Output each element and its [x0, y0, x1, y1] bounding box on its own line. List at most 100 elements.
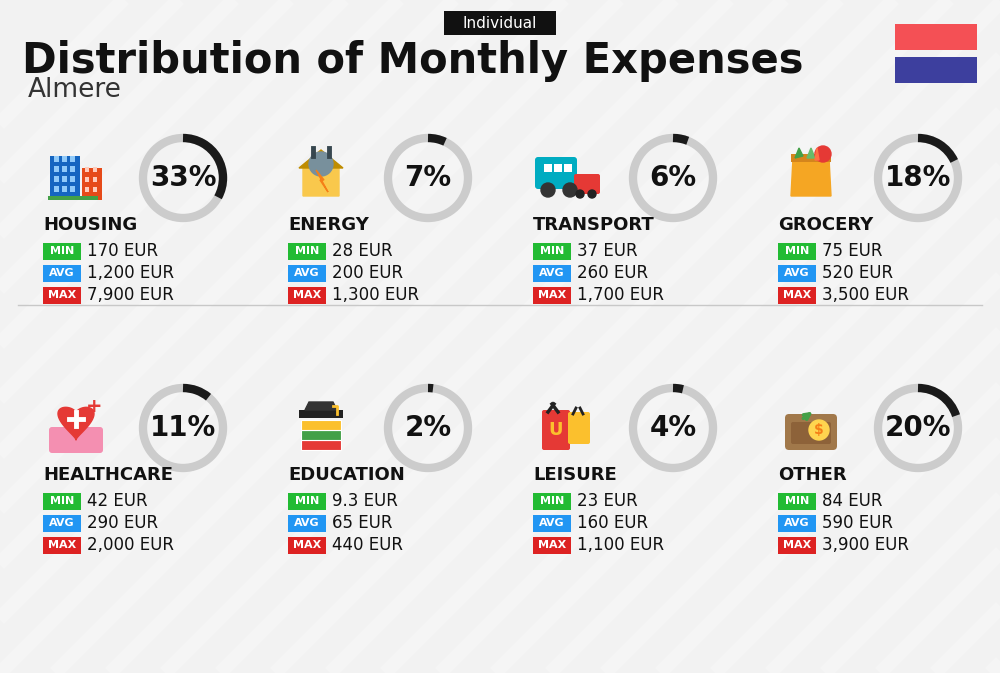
- FancyBboxPatch shape: [301, 430, 341, 440]
- Polygon shape: [316, 170, 328, 192]
- Text: 18%: 18%: [885, 164, 951, 192]
- FancyBboxPatch shape: [542, 410, 570, 450]
- FancyBboxPatch shape: [288, 242, 326, 260]
- Text: MAX: MAX: [538, 290, 566, 300]
- FancyBboxPatch shape: [444, 11, 556, 35]
- FancyBboxPatch shape: [70, 186, 75, 192]
- Text: 2,000 EUR: 2,000 EUR: [87, 536, 174, 554]
- Text: ENERGY: ENERGY: [288, 216, 369, 234]
- Text: MIN: MIN: [540, 496, 564, 506]
- FancyBboxPatch shape: [43, 287, 81, 304]
- FancyBboxPatch shape: [778, 536, 816, 553]
- Text: AVG: AVG: [49, 268, 75, 278]
- Circle shape: [541, 183, 555, 197]
- FancyBboxPatch shape: [533, 242, 571, 260]
- FancyBboxPatch shape: [564, 164, 572, 172]
- Polygon shape: [815, 148, 819, 160]
- Text: HOUSING: HOUSING: [43, 216, 137, 234]
- FancyBboxPatch shape: [533, 493, 571, 509]
- FancyBboxPatch shape: [54, 176, 59, 182]
- FancyBboxPatch shape: [895, 24, 977, 50]
- Polygon shape: [303, 154, 339, 196]
- FancyBboxPatch shape: [533, 287, 571, 304]
- Text: AVG: AVG: [784, 268, 810, 278]
- FancyBboxPatch shape: [54, 166, 59, 172]
- Text: Distribution of Monthly Expenses: Distribution of Monthly Expenses: [22, 40, 804, 82]
- Text: 170 EUR: 170 EUR: [87, 242, 158, 260]
- FancyBboxPatch shape: [778, 287, 816, 304]
- FancyBboxPatch shape: [62, 176, 67, 182]
- Text: 42 EUR: 42 EUR: [87, 492, 148, 510]
- Text: 9.3 EUR: 9.3 EUR: [332, 492, 398, 510]
- FancyBboxPatch shape: [533, 536, 571, 553]
- FancyBboxPatch shape: [778, 514, 816, 532]
- FancyBboxPatch shape: [70, 176, 75, 182]
- Circle shape: [815, 146, 831, 162]
- Text: AVG: AVG: [49, 518, 75, 528]
- FancyBboxPatch shape: [791, 422, 831, 444]
- FancyBboxPatch shape: [54, 156, 59, 162]
- FancyBboxPatch shape: [778, 493, 816, 509]
- FancyBboxPatch shape: [895, 57, 977, 83]
- Text: 440 EUR: 440 EUR: [332, 536, 403, 554]
- FancyBboxPatch shape: [288, 514, 326, 532]
- Text: 260 EUR: 260 EUR: [577, 264, 648, 282]
- Text: 6%: 6%: [649, 164, 697, 192]
- Text: GROCERY: GROCERY: [778, 216, 873, 234]
- Text: AVG: AVG: [539, 518, 565, 528]
- FancyBboxPatch shape: [85, 187, 89, 192]
- FancyBboxPatch shape: [535, 157, 577, 189]
- Text: MAX: MAX: [783, 290, 811, 300]
- Text: MAX: MAX: [48, 540, 76, 550]
- FancyBboxPatch shape: [288, 536, 326, 553]
- FancyBboxPatch shape: [48, 196, 98, 200]
- Text: 3,900 EUR: 3,900 EUR: [822, 536, 909, 554]
- Text: MIN: MIN: [295, 496, 319, 506]
- Text: 1,100 EUR: 1,100 EUR: [577, 536, 664, 554]
- FancyBboxPatch shape: [93, 187, 97, 192]
- FancyBboxPatch shape: [43, 242, 81, 260]
- Text: TRANSPORT: TRANSPORT: [533, 216, 655, 234]
- Polygon shape: [795, 148, 803, 158]
- Circle shape: [576, 190, 584, 198]
- Text: MAX: MAX: [48, 290, 76, 300]
- Text: 2%: 2%: [404, 414, 452, 442]
- FancyBboxPatch shape: [50, 156, 80, 200]
- Text: MAX: MAX: [783, 540, 811, 550]
- FancyBboxPatch shape: [70, 166, 75, 172]
- Text: 1,300 EUR: 1,300 EUR: [332, 286, 419, 304]
- FancyBboxPatch shape: [43, 536, 81, 553]
- FancyBboxPatch shape: [301, 420, 341, 430]
- Text: EDUCATION: EDUCATION: [288, 466, 405, 484]
- Circle shape: [809, 420, 829, 440]
- FancyBboxPatch shape: [70, 156, 75, 162]
- FancyBboxPatch shape: [62, 166, 67, 172]
- FancyBboxPatch shape: [93, 167, 97, 172]
- Text: AVG: AVG: [539, 268, 565, 278]
- Circle shape: [563, 183, 577, 197]
- FancyBboxPatch shape: [778, 242, 816, 260]
- Text: +: +: [86, 396, 102, 415]
- Text: OTHER: OTHER: [778, 466, 847, 484]
- FancyBboxPatch shape: [62, 156, 67, 162]
- FancyBboxPatch shape: [544, 164, 552, 172]
- Text: 20%: 20%: [885, 414, 951, 442]
- Text: 290 EUR: 290 EUR: [87, 514, 158, 532]
- Text: 3,500 EUR: 3,500 EUR: [822, 286, 909, 304]
- Text: 28 EUR: 28 EUR: [332, 242, 393, 260]
- FancyBboxPatch shape: [574, 174, 600, 194]
- Text: 11%: 11%: [150, 414, 216, 442]
- FancyBboxPatch shape: [54, 186, 59, 192]
- FancyBboxPatch shape: [85, 177, 89, 182]
- Text: AVG: AVG: [294, 518, 320, 528]
- Text: 7%: 7%: [404, 164, 452, 192]
- FancyBboxPatch shape: [791, 154, 831, 162]
- Text: 520 EUR: 520 EUR: [822, 264, 893, 282]
- Text: 84 EUR: 84 EUR: [822, 492, 883, 510]
- Text: 37 EUR: 37 EUR: [577, 242, 638, 260]
- FancyBboxPatch shape: [785, 414, 837, 450]
- FancyBboxPatch shape: [301, 440, 341, 450]
- Text: 75 EUR: 75 EUR: [822, 242, 883, 260]
- Text: 1,700 EUR: 1,700 EUR: [577, 286, 664, 304]
- FancyBboxPatch shape: [43, 493, 81, 509]
